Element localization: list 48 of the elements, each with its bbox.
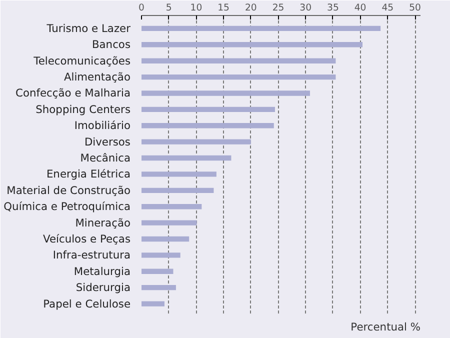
x-tick-label: 20	[244, 2, 257, 14]
y-tick-label: Imobiliário	[74, 119, 131, 132]
bar	[142, 139, 251, 144]
bar	[142, 284, 176, 290]
x-tick-label: 45	[382, 2, 394, 14]
x-tick-label: 15	[218, 2, 230, 14]
bar	[142, 26, 381, 32]
y-tick-label: Bancos	[92, 38, 131, 52]
y-tick-label: Veículos e Peças	[43, 232, 131, 246]
bar	[142, 236, 190, 242]
y-tick-label: Química e Petroquímica	[4, 200, 131, 214]
bar	[142, 90, 310, 96]
x-tick-label: 10	[190, 2, 202, 14]
y-tick-label: Telecomunicações	[32, 54, 131, 68]
x-tick-label: 30	[300, 2, 312, 14]
y-tick-label: Material de Construção	[6, 184, 130, 197]
y-tick-label: Infra-estrutura	[52, 248, 131, 262]
bar	[142, 123, 274, 128]
y-tick-label: Mineração	[75, 216, 131, 230]
y-tick-label: Turismo e Lazer	[46, 22, 132, 35]
y-tick-label: Papel e Celulose	[43, 297, 130, 310]
y-tick-label: Alimentação	[64, 70, 131, 84]
bar	[142, 106, 275, 112]
x-tick-label: 50	[409, 2, 422, 14]
y-tick-label: Mecânica	[80, 152, 131, 165]
y-tick-label: Shopping Centers	[36, 102, 131, 116]
bar	[142, 268, 174, 274]
x-axis-title: Percentual %	[350, 320, 421, 334]
bar	[142, 155, 232, 161]
x-tick-label: 35	[327, 2, 339, 14]
bar	[142, 301, 164, 306]
bar	[142, 204, 202, 210]
bar	[142, 74, 336, 80]
y-tick-label: Confecção e Malharia	[16, 86, 131, 100]
bar	[142, 42, 363, 48]
bar	[142, 220, 197, 226]
y-tick-label: Siderurgia	[76, 281, 131, 294]
bar	[142, 252, 180, 258]
x-tick-label: 5	[166, 2, 172, 14]
y-tick-label: Energia Elétrica	[46, 168, 131, 181]
y-tick-label: Metalurgia	[74, 264, 131, 278]
x-tick-label: 40	[354, 2, 366, 14]
y-tick-label: Diversos	[84, 135, 131, 148]
bar	[142, 58, 336, 64]
x-tick-label: 0	[138, 2, 145, 14]
bar	[142, 172, 216, 177]
bar	[142, 188, 214, 194]
x-tick-label: 25	[272, 2, 284, 14]
